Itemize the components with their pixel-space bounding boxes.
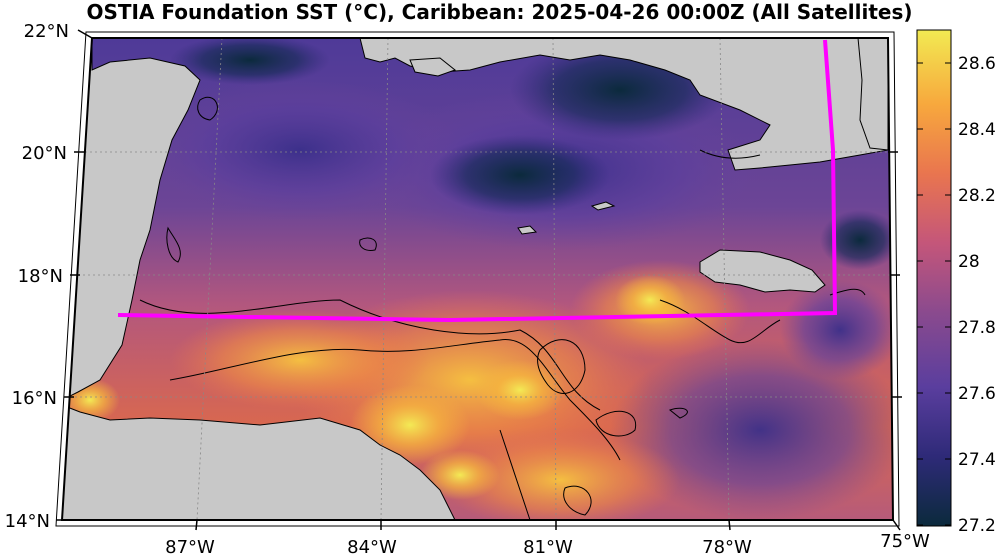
land-masses	[62, 38, 891, 520]
colorbar-label-28-2: 28.2	[958, 186, 996, 206]
cayman-islands-land	[517, 225, 538, 235]
lon-label-84w: 84°W	[347, 537, 397, 558]
lat-label-20n: 20°N	[22, 143, 67, 164]
colorbar-label-28-6: 28.6	[958, 54, 996, 74]
colorbar-label-28-4: 28.4	[958, 120, 996, 140]
bathymetry-contours	[139, 97, 866, 520]
satellite-track	[117, 39, 838, 323]
lon-label-81w: 81°W	[523, 537, 573, 558]
lon-labels: 87°W 84°W 81°W 78°W 75°W	[165, 531, 930, 558]
lat-label-14n: 14°N	[5, 511, 50, 532]
jamaica-land	[699, 249, 826, 293]
frame-ticks	[56, 29, 902, 531]
colorbar-label-27-8: 27.8	[958, 318, 996, 338]
colorbar-label-27-4: 27.4	[958, 450, 996, 470]
central-america-land	[62, 404, 456, 520]
lat-labels: 22°N 20°N 18°N 16°N 14°N	[5, 21, 69, 532]
lon-label-75w: 75°W	[880, 531, 930, 552]
colorbar-ticks	[917, 62, 951, 526]
colorbar-label-28: 28	[958, 252, 980, 272]
isla-juventud-land	[409, 57, 457, 77]
colorbar-label-27-2: 27.2	[958, 516, 996, 536]
colorbar: 28.6 28.4 28.2 28 27.8 27.6 27.4 27.2	[916, 29, 996, 536]
lat-label-18n: 18°N	[18, 266, 63, 287]
map-title: OSTIA Foundation SST (°C), Caribbean: 20…	[86, 0, 913, 24]
lat-label-16n: 16°N	[12, 388, 57, 409]
colorbar-label-27-6: 27.6	[958, 384, 996, 404]
lon-label-87w: 87°W	[165, 537, 215, 558]
hispaniola-land	[857, 38, 889, 151]
yucatan-land	[62, 38, 201, 401]
lon-label-78w: 78°W	[702, 537, 752, 558]
cayman-brac-land	[590, 201, 616, 211]
colorbar-gradient	[916, 29, 952, 527]
graticule	[70, 38, 892, 520]
lat-label-22n: 22°N	[24, 21, 69, 42]
sst-field	[62, 38, 893, 520]
